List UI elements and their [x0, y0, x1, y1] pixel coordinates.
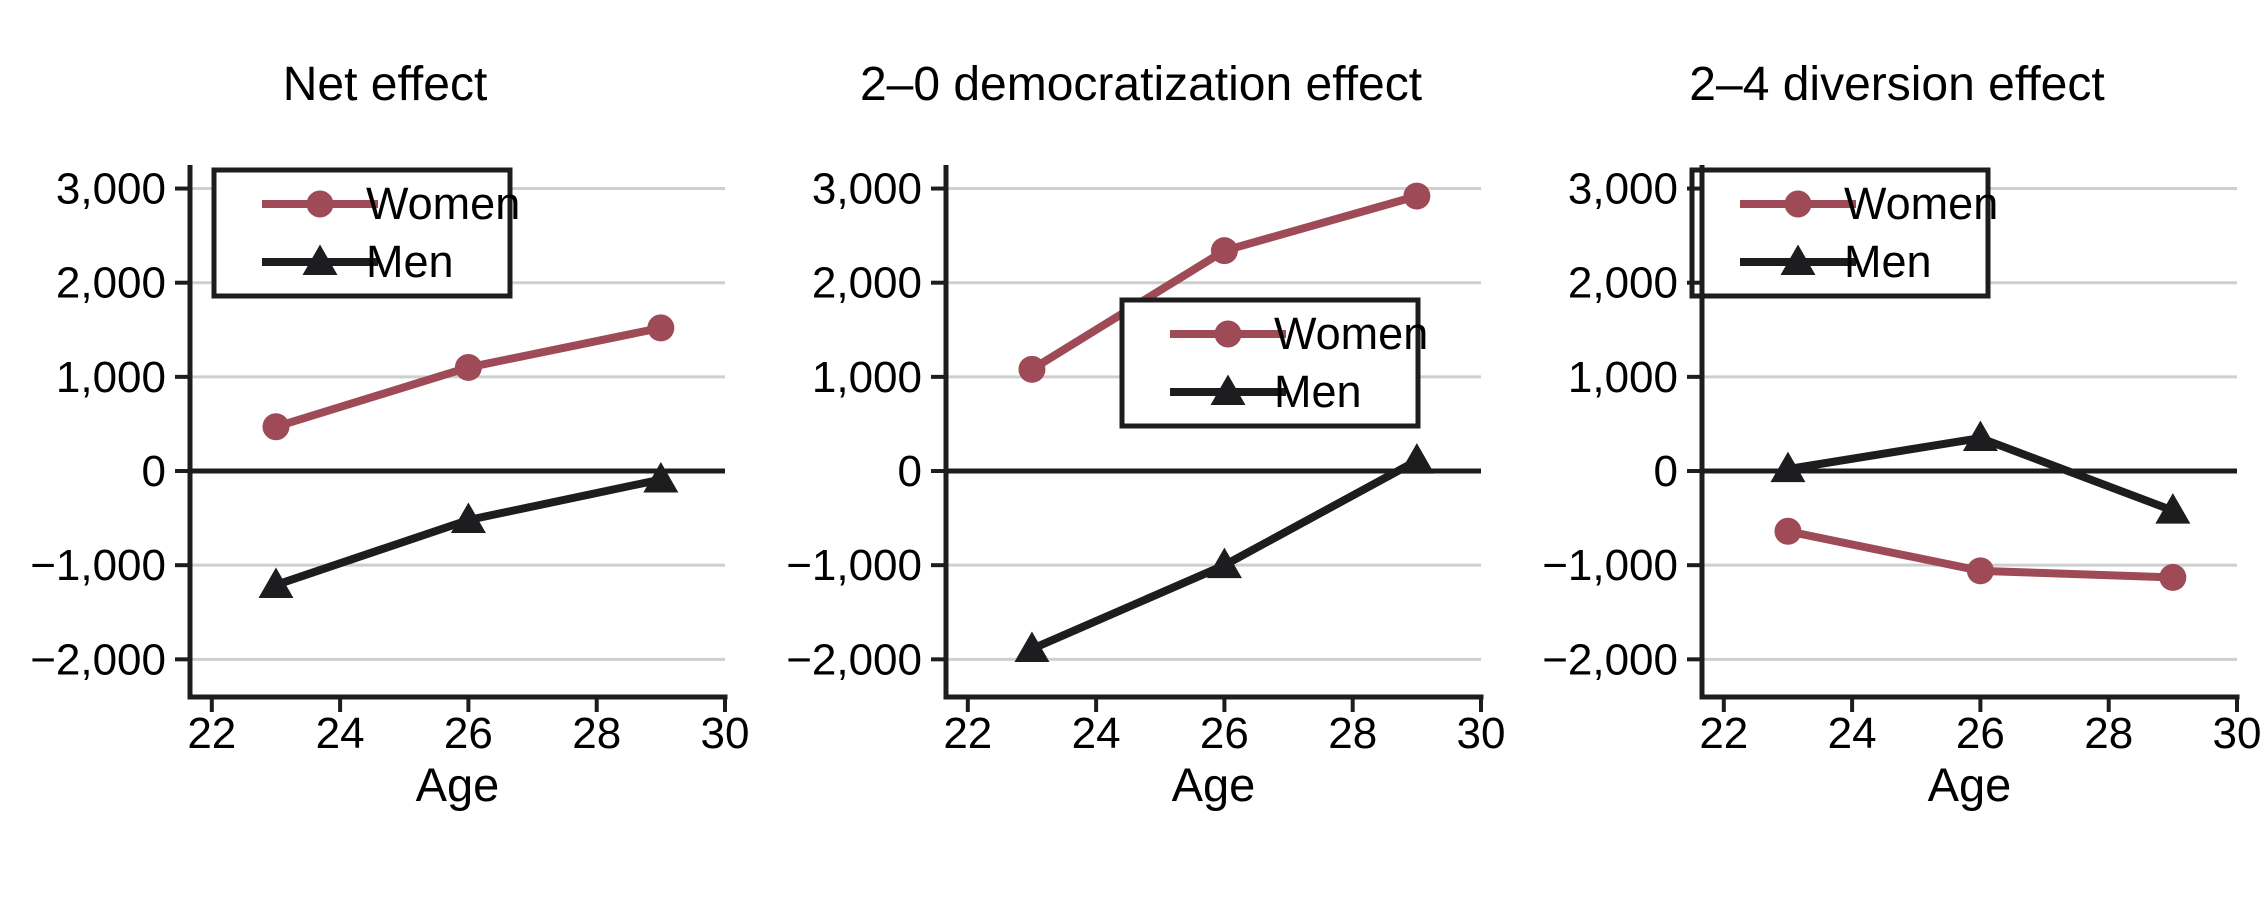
x-axis-label: Age [1928, 758, 2012, 811]
legend-circle-icon [306, 190, 334, 218]
y-tick-label: −2,000 [30, 635, 166, 684]
y-tick-label: −1,000 [786, 541, 922, 590]
data-point-women [1403, 182, 1431, 210]
series-men [258, 461, 679, 598]
x-tick-label: 30 [1457, 709, 1506, 758]
legend-triangle-icon [302, 244, 338, 275]
y-tick-label: 2,000 [1568, 259, 1678, 308]
y-tick-label: −2,000 [786, 635, 922, 684]
x-tick-label: 24 [1828, 709, 1877, 758]
legend-entry-men: Men [1740, 236, 1932, 287]
legend-label-men: Men [1844, 236, 1932, 287]
y-tick-label: 2,000 [56, 259, 166, 308]
x-tick-label: 26 [1200, 709, 1249, 758]
legend-entry-men: Men [262, 236, 454, 287]
legend: Women Men [1689, 167, 1998, 299]
series-men [1770, 420, 2191, 524]
x-tick-label: 24 [1072, 709, 1121, 758]
data-point-women [2159, 563, 2187, 591]
panel-title: Net effect [283, 58, 488, 111]
x-tick-label: 22 [1699, 709, 1748, 758]
x-tick-label: 22 [943, 709, 992, 758]
y-tick-label: 0 [142, 447, 166, 496]
legend: Women Men [211, 167, 520, 299]
x-tick-label: 26 [444, 709, 493, 758]
x-tick-label: 28 [572, 709, 621, 758]
y-tick-label: 1,000 [812, 353, 922, 402]
y-tick-label: 3,000 [1568, 165, 1678, 214]
data-point-men [643, 461, 679, 493]
y-tick-label: −2,000 [1542, 635, 1678, 684]
x-tick-label: 30 [701, 709, 750, 758]
legend-label-men: Men [366, 236, 454, 287]
x-axis-label: Age [1172, 758, 1256, 811]
data-point-women [454, 353, 482, 381]
legend-entry-women: Women [1170, 308, 1428, 359]
legend: Women Men [1119, 297, 1428, 429]
x-tick-label: 30 [2213, 709, 2262, 758]
y-tick-label: −1,000 [30, 541, 166, 590]
data-point-men [1962, 420, 1998, 452]
legend-circle-icon [1784, 190, 1812, 218]
y-tick-label: 3,000 [812, 165, 922, 214]
legend-box [1689, 167, 1991, 299]
y-tick-label: 0 [1654, 447, 1678, 496]
legend-entry-women: Women [262, 178, 520, 229]
series-women [262, 314, 675, 441]
panel-1: Net effect Women Men −2,000 −1,000 0 1,000 2,00… [30, 58, 749, 811]
legend-label-men: Men [1274, 366, 1362, 417]
legend-label-women: Women [1844, 178, 1998, 229]
x-tick-label: 28 [2084, 709, 2133, 758]
y-tick-label: 0 [898, 447, 922, 496]
legend-circle-icon [1214, 320, 1242, 348]
panel-title: 2–4 diversion effect [1689, 58, 2104, 111]
legend-entry-women: Women [1740, 178, 1998, 229]
series-women [1018, 182, 1431, 383]
y-tick-label: 1,000 [1568, 353, 1678, 402]
legend-entry-men: Men [1170, 366, 1362, 417]
legend-box [211, 167, 513, 299]
data-point-men [450, 502, 486, 533]
data-point-men [1399, 443, 1435, 474]
data-point-men [258, 567, 294, 598]
panel-3: 2–4 diversion effect Women Men −2,000 −1,000… [1542, 58, 2261, 811]
legend-box [1119, 297, 1421, 429]
y-tick-label: 2,000 [812, 259, 922, 308]
legend-triangle-icon [1210, 374, 1246, 405]
legend-label-women: Women [366, 178, 520, 229]
panel-title: 2–0 democratization effect [860, 58, 1422, 111]
data-point-women [1966, 557, 1994, 585]
legend-triangle-icon [1780, 244, 1816, 275]
series-women [1774, 517, 2187, 591]
data-point-women [1210, 237, 1238, 265]
data-point-men [2155, 493, 2191, 524]
x-tick-label: 24 [316, 709, 365, 758]
data-point-men [1014, 631, 1050, 662]
y-tick-label: 1,000 [56, 353, 166, 402]
y-tick-label: −1,000 [1542, 541, 1678, 590]
data-point-women [262, 413, 290, 441]
y-tick-label: 3,000 [56, 165, 166, 214]
x-tick-label: 28 [1328, 709, 1377, 758]
x-tick-label: 26 [1956, 709, 2005, 758]
data-point-women [1774, 517, 1802, 545]
panel-2: 2–0 democratization effect Women Men −2,000… [786, 58, 1505, 811]
data-point-women [1018, 355, 1046, 383]
x-axis-label: Age [416, 758, 500, 811]
series-men [1014, 443, 1435, 662]
data-point-men [1206, 547, 1242, 579]
x-tick-label: 22 [187, 709, 236, 758]
data-point-women [647, 314, 675, 342]
data-point-men [1770, 451, 1806, 483]
legend-label-women: Women [1274, 308, 1428, 359]
